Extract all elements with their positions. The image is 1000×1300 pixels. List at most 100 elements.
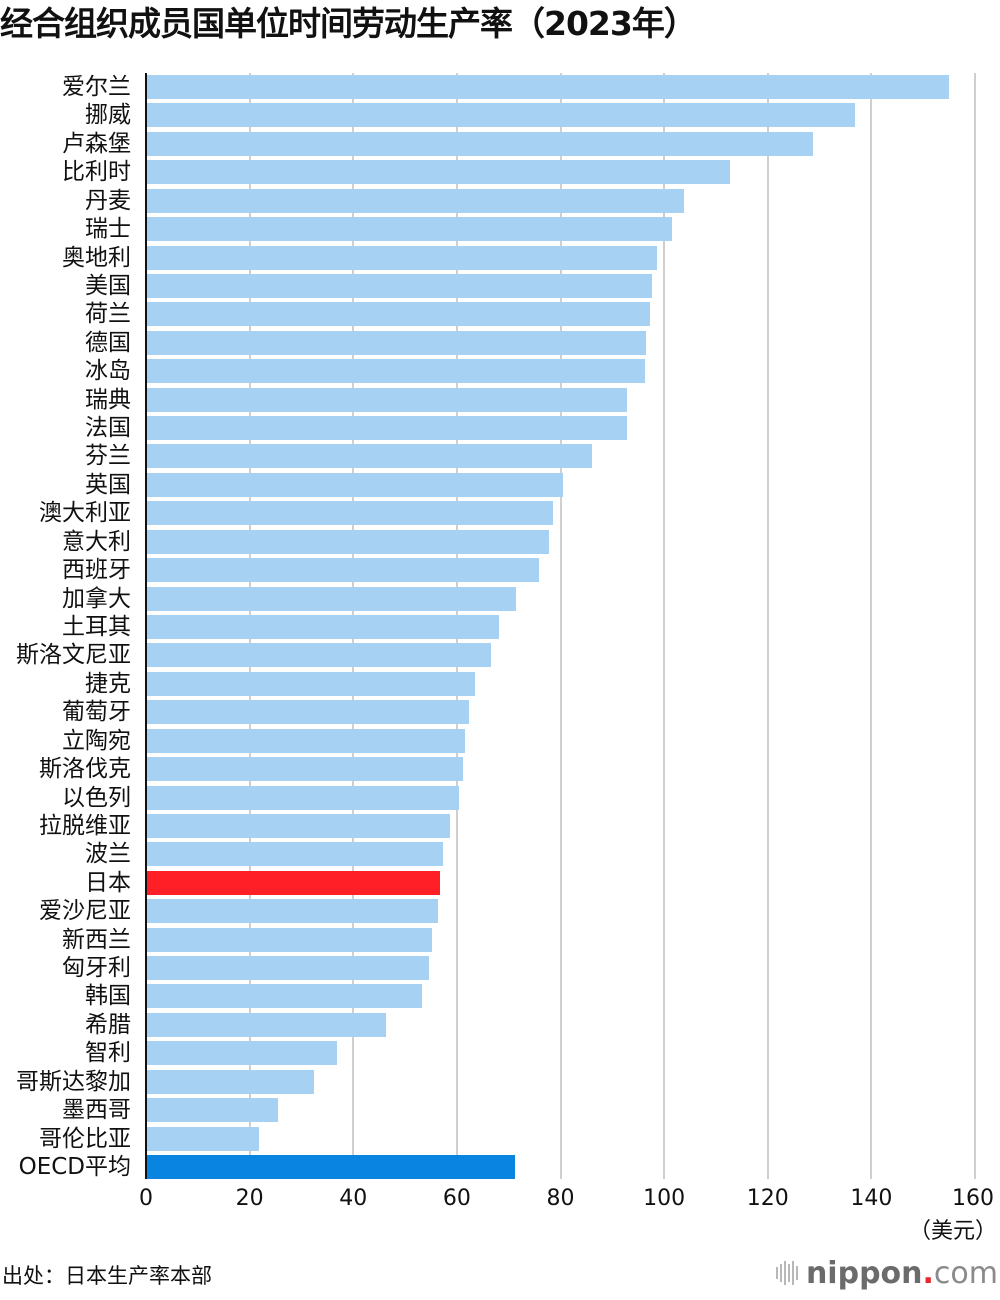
gridline-160 <box>974 73 976 1179</box>
category-label: 德国 <box>85 329 131 356</box>
category-label: 捷克 <box>85 670 131 697</box>
bar-26 <box>147 813 451 838</box>
bar-31 <box>147 956 430 981</box>
gridline-100 <box>663 73 666 1179</box>
x-tick-label: 80 <box>546 1186 575 1211</box>
x-tick-label: 120 <box>746 1186 789 1211</box>
category-label: 瑞典 <box>85 386 131 413</box>
category-label: 斯洛伐克 <box>39 756 131 783</box>
bar-7 <box>147 273 653 298</box>
category-label: 比利时 <box>62 159 131 186</box>
category-label: 荷兰 <box>85 301 131 328</box>
bar-13 <box>147 444 593 469</box>
bar-15 <box>147 501 554 526</box>
bar-23 <box>147 728 466 753</box>
bar-21 <box>147 671 475 696</box>
category-label: 芬兰 <box>85 443 131 470</box>
bar-0 <box>147 75 949 99</box>
bar-16 <box>147 529 550 554</box>
category-label: 爱沙尼亚 <box>39 898 131 925</box>
category-label: 哥斯达黎加 <box>16 1068 131 1095</box>
category-label: 匈牙利 <box>62 955 131 982</box>
chart-title: 经合组织成员国单位时间劳动生产率（2023年） <box>0 4 697 43</box>
bar-6 <box>147 245 657 270</box>
nippon-com-logo: nippon. com <box>775 1255 998 1291</box>
category-label: 韩国 <box>85 983 131 1010</box>
bar-25 <box>147 785 459 810</box>
category-label: 立陶宛 <box>62 727 131 754</box>
category-label: 法国 <box>85 415 131 442</box>
category-label: 西班牙 <box>62 557 131 584</box>
bar-2 <box>147 131 814 156</box>
bar-36 <box>147 1098 279 1123</box>
x-tick-label: 100 <box>643 1186 686 1211</box>
bar-9 <box>147 330 646 355</box>
gridline-120 <box>766 73 769 1179</box>
category-label: OECD平均 <box>18 1153 131 1180</box>
bar-32 <box>147 984 423 1009</box>
category-label: 葡萄牙 <box>62 699 131 726</box>
category-label: 智利 <box>85 1040 131 1067</box>
category-label: 英国 <box>85 471 131 498</box>
bar-33 <box>147 1012 386 1037</box>
bar-8 <box>147 302 651 327</box>
bar-19 <box>147 614 499 639</box>
bar-14 <box>147 472 564 497</box>
logo-dot: . <box>922 1255 934 1291</box>
bar-20 <box>147 643 492 668</box>
bar-22 <box>147 700 470 725</box>
category-label: 卢森堡 <box>62 130 131 157</box>
x-axis-unit-label: （美元） <box>908 1219 997 1244</box>
bar-38 <box>147 1154 515 1179</box>
source-note: 出处：日本生产率本部 <box>2 1264 212 1288</box>
category-label: 日本 <box>85 869 131 896</box>
x-tick-label: 20 <box>235 1186 264 1211</box>
bar-17 <box>147 558 540 583</box>
x-tick-label: 40 <box>339 1186 368 1211</box>
bar-34 <box>147 1041 338 1066</box>
bar-37 <box>147 1126 259 1151</box>
x-tick-label: 160 <box>952 1186 994 1211</box>
category-label: 以色列 <box>62 784 131 811</box>
category-label: 瑞士 <box>85 216 131 243</box>
logo-text-com: com <box>933 1255 998 1291</box>
bar-35 <box>147 1069 314 1094</box>
bar-5 <box>147 217 672 242</box>
category-label: 土耳其 <box>62 613 131 640</box>
bar-12 <box>147 416 627 441</box>
category-label: 冰岛 <box>85 358 131 385</box>
bar-27 <box>147 842 444 867</box>
x-tick-label: 140 <box>850 1186 893 1211</box>
category-label: 哥伦比亚 <box>39 1125 131 1152</box>
category-label: 希腊 <box>85 1011 131 1038</box>
bar-3 <box>147 160 730 185</box>
category-label: 奥地利 <box>62 244 131 271</box>
category-label: 美国 <box>85 272 131 299</box>
bar-10 <box>147 359 645 384</box>
bar-18 <box>147 586 516 611</box>
category-label: 拉脱维亚 <box>39 812 131 839</box>
x-tick-label: 0 <box>139 1186 153 1211</box>
bar-28 <box>147 870 441 895</box>
category-label: 新西兰 <box>62 926 131 953</box>
bar-1 <box>147 103 855 128</box>
bar-11 <box>147 387 628 412</box>
category-label: 斯洛文尼亚 <box>16 642 131 669</box>
category-label: 加拿大 <box>62 585 131 612</box>
category-label: 意大利 <box>62 528 131 555</box>
sound-wave-icon <box>775 1261 798 1285</box>
category-label: 丹麦 <box>85 187 131 214</box>
bar-24 <box>147 757 464 782</box>
category-label: 挪威 <box>85 102 131 129</box>
x-tick-label: 60 <box>442 1186 471 1211</box>
category-label: 澳大利亚 <box>39 500 131 527</box>
bar-29 <box>147 899 439 924</box>
gridline-80 <box>559 73 562 1179</box>
category-label: 墨西哥 <box>62 1097 131 1124</box>
bar-4 <box>147 188 685 213</box>
y-axis-line <box>145 73 147 1179</box>
category-label: 爱尔兰 <box>62 74 131 100</box>
category-label: 波兰 <box>85 841 131 868</box>
gridline-140 <box>870 73 873 1179</box>
